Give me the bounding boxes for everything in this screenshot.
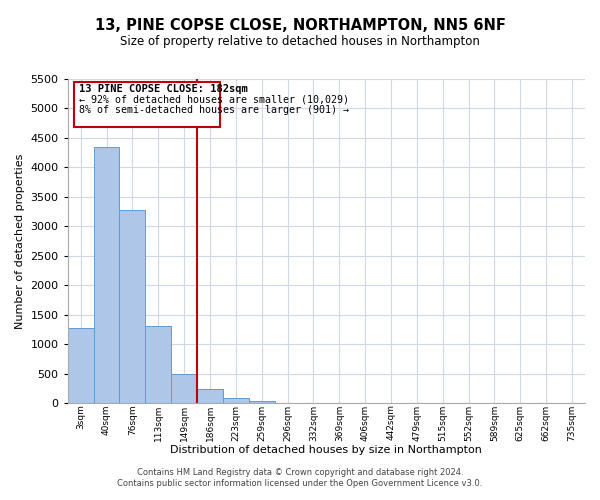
Bar bbox=[119, 210, 145, 403]
Text: Contains HM Land Registry data © Crown copyright and database right 2024.
Contai: Contains HM Land Registry data © Crown c… bbox=[118, 468, 482, 487]
FancyBboxPatch shape bbox=[74, 82, 220, 128]
Text: 8% of semi-detached houses are larger (901) →: 8% of semi-detached houses are larger (9… bbox=[79, 105, 349, 115]
Bar bbox=[223, 398, 249, 403]
Text: 13, PINE COPSE CLOSE, NORTHAMPTON, NN5 6NF: 13, PINE COPSE CLOSE, NORTHAMPTON, NN5 6… bbox=[95, 18, 505, 32]
Text: Size of property relative to detached houses in Northampton: Size of property relative to detached ho… bbox=[120, 35, 480, 48]
Bar bbox=[249, 400, 275, 403]
Text: 13 PINE COPSE CLOSE: 182sqm: 13 PINE COPSE CLOSE: 182sqm bbox=[79, 84, 248, 94]
Bar bbox=[145, 326, 171, 403]
Y-axis label: Number of detached properties: Number of detached properties bbox=[15, 154, 25, 328]
X-axis label: Distribution of detached houses by size in Northampton: Distribution of detached houses by size … bbox=[170, 445, 482, 455]
Bar bbox=[94, 148, 119, 403]
Bar bbox=[171, 374, 197, 403]
Bar bbox=[68, 328, 94, 403]
Text: ← 92% of detached houses are smaller (10,029): ← 92% of detached houses are smaller (10… bbox=[79, 94, 349, 104]
Bar bbox=[197, 389, 223, 403]
